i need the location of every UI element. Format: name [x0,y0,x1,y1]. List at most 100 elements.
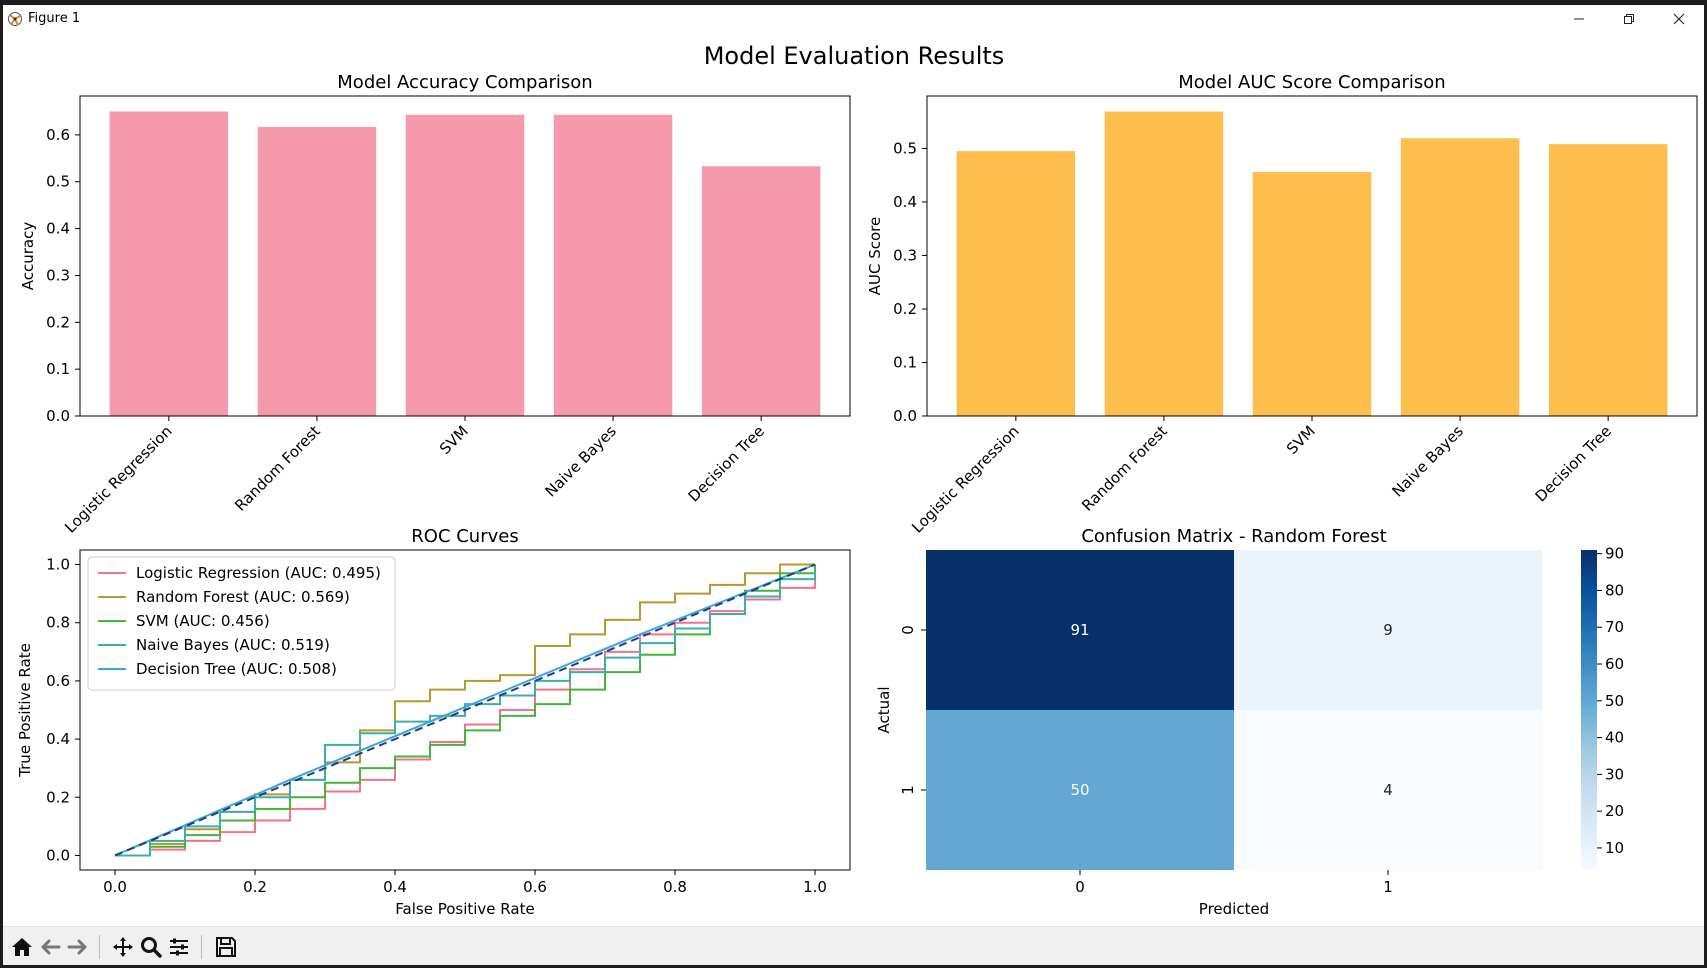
heatmap-cell [1234,550,1542,710]
back-button[interactable] [36,933,64,961]
x-tick-label: 0.6 [523,878,547,896]
pan-icon [113,937,133,957]
x-tick-label: 0 [1075,878,1085,896]
y-tick-label: 0 [899,625,917,635]
axes-frame [79,95,851,417]
heatmap-cell [1234,710,1542,870]
y-tick-label: 0.3 [46,266,70,284]
cell-value-label: 9 [1383,621,1393,639]
toolbar-separator [201,935,202,959]
minimize-button[interactable] [1556,5,1602,33]
x-tick-label: Logistic Regression [61,422,175,536]
matplotlib-app-icon [8,12,22,26]
y-tick-label: 0.1 [46,360,70,378]
bar-0 [109,111,229,417]
save-button[interactable] [212,933,240,961]
y-tick-label: 0.2 [893,300,917,318]
roc-curve-3 [115,570,816,857]
chart-title: ROC Curves [411,526,518,547]
legend-label-3: Naive Bayes (AUC: 0.519) [136,636,330,654]
x-tick-label: Random Forest [1078,422,1171,515]
x-tick-label: SVM [1283,422,1319,458]
cell-value-label: 4 [1383,781,1393,799]
colorbar-tick-label: 80 [1605,581,1624,599]
chart-title: Model AUC Score Comparison [1178,72,1445,93]
figure-canvas[interactable]: Model Evaluation Results Model Accuracy … [3,33,1704,929]
y-tick-label: 0.2 [46,788,70,806]
y-tick-label: 0.0 [46,407,70,425]
x-tick-label: Logistic Regression [908,422,1022,536]
auc-chart: Model AUC Score Comparison Logistic Regre… [866,72,1698,537]
y-tick-label: 0.4 [46,220,70,238]
x-tick-label: Naive Bayes [1389,422,1468,501]
legend-label-1: Random Forest (AUC: 0.569) [136,588,350,606]
home-icon [12,938,32,956]
pan-button[interactable] [109,933,137,961]
y-tick-label: 0.3 [893,246,917,264]
y-tick-label: 0.5 [46,173,70,191]
y-tick-label: 1 [899,785,917,795]
colorbar-tick-label: 30 [1605,765,1624,783]
figure-window: Figure 1 Model Evaluation Results Model … [3,5,1704,965]
restore-icon [1624,14,1634,24]
legend-label-4: Decision Tree (AUC: 0.508) [136,660,337,678]
x-tick-label: Decision Tree [685,422,768,505]
y-tick-label: 0.4 [893,193,917,211]
bar-1 [1104,111,1224,416]
back-arrow-icon [41,939,61,955]
legend-label-2: SVM (AUC: 0.456) [136,612,270,630]
forward-button[interactable] [64,933,92,961]
x-tick-label: 0.2 [243,878,267,896]
y-axis-label: Accuracy [19,222,37,291]
y-tick-label: 0.1 [893,353,917,371]
y-tick-label: 0.6 [46,126,70,144]
x-tick-label: 1 [1383,878,1393,896]
forward-arrow-icon [67,939,87,955]
close-button[interactable] [1656,5,1702,33]
x-tick-label: Decision Tree [1532,422,1615,505]
bar-3 [553,114,673,417]
x-tick-label: 1.0 [803,878,827,896]
close-icon [1673,13,1685,25]
figure-svg: Model Evaluation Results Model Accuracy … [16,42,1698,918]
heatmap-cell [926,710,1234,870]
roc-chart: ROC Curves 0.0 0.2 0.4 0.6 0.8 1.0 0.0 0.2 0.4 0.6… [16,526,851,918]
legend-box [87,556,396,691]
x-tick-label: Random Forest [231,422,324,515]
figure-suptitle: Model Evaluation Results [704,42,1005,70]
x-axis-label: False Positive Rate [395,900,534,918]
bar-3 [1400,138,1520,417]
title-bar: Figure 1 [3,5,1704,34]
x-tick-label: 0.0 [103,878,127,896]
window-title: Figure 1 [28,11,81,26]
roc-curve-4 [114,563,816,857]
home-button[interactable] [8,933,36,961]
accuracy-chart: Model Accuracy Comparison Logistic Regres… [19,72,851,537]
random-reference-line [114,563,816,857]
y-tick-label: 0.0 [46,846,70,864]
restore-button[interactable] [1606,5,1652,33]
bar-4 [701,166,821,416]
x-tick-label: 0.4 [383,878,407,896]
bar-1 [257,126,377,417]
navigation-toolbar [3,926,1704,965]
colorbar-tick-label: 90 [1605,545,1624,563]
zoom-icon [141,937,162,958]
x-tick-label: 0.8 [663,878,687,896]
y-tick-label: 1.0 [46,556,70,574]
configure-subplots-button[interactable] [165,933,193,961]
y-tick-label: 0.6 [46,672,70,690]
legend-label-0: Logistic Regression (AUC: 0.495) [136,564,381,582]
y-axis-label: Actual [875,687,893,734]
colorbar-tick-label: 60 [1605,655,1624,673]
axes-frame [79,549,851,871]
bar-2 [405,114,525,417]
zoom-button[interactable] [137,933,165,961]
colorbar-tick-label: 50 [1605,692,1624,710]
y-tick-label: 0.8 [46,614,70,632]
y-tick-label: 0.2 [46,313,70,331]
x-axis-label: Predicted [1199,900,1269,918]
bar-2 [1252,171,1372,416]
bar-0 [956,151,1076,416]
